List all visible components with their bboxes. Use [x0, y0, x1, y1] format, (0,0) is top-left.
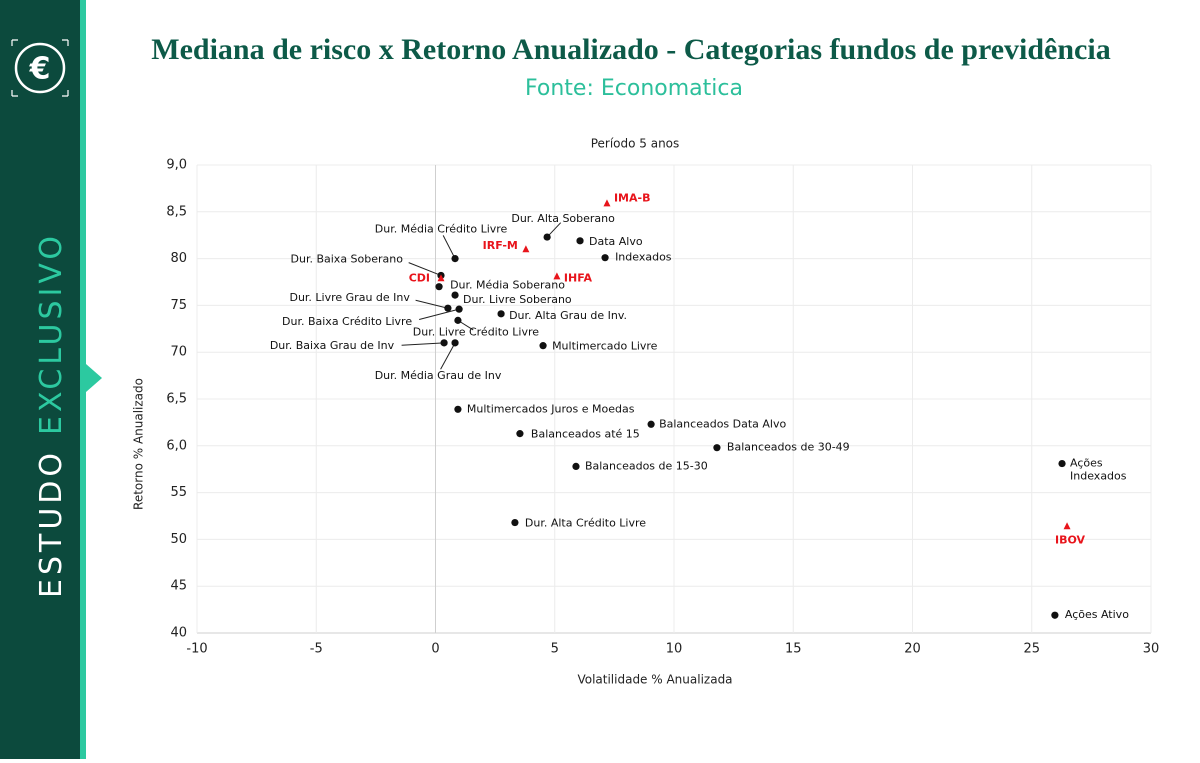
- point: [713, 444, 721, 452]
- point: [647, 420, 655, 428]
- y-tick-label: 40: [170, 626, 187, 641]
- point-label: Dur. Média Crédito Livre: [375, 223, 508, 236]
- point-label: Multimercado Livre: [552, 340, 658, 353]
- y-tick-label: 55: [170, 485, 187, 500]
- point-label: Dur. Baixa Crédito Livre: [282, 315, 412, 328]
- sidebar-stripe: [80, 0, 86, 759]
- point-label: IHFA: [564, 271, 593, 284]
- point: [1051, 611, 1059, 619]
- x-tick-label: 15: [785, 642, 802, 657]
- y-tick-label: 6,0: [166, 438, 187, 453]
- point-label: Dur. Livre Grau de Inv: [289, 291, 410, 304]
- y-tick-label: 9,0: [166, 158, 187, 173]
- point-label: Balanceados até 15: [531, 428, 640, 441]
- point: [451, 255, 459, 263]
- point-label: Indexados: [615, 251, 672, 264]
- point: [522, 245, 530, 253]
- point-label: IRF-M: [483, 239, 518, 252]
- point-label: Dur. Livre Crédito Livre: [413, 325, 539, 338]
- leader-line: [442, 235, 456, 259]
- point-label: Data Alvo: [589, 235, 643, 248]
- point-label: Dur. Alta Grau de Inv.: [509, 309, 627, 322]
- page-subtitle: Fonte: Economatica: [525, 76, 743, 101]
- x-tick-label: 25: [1023, 642, 1040, 657]
- point: [437, 274, 445, 282]
- y-tick-label: 45: [170, 579, 187, 594]
- point: [444, 304, 452, 312]
- point-label: Dur. Baixa Grau de Inv: [270, 339, 395, 352]
- sidebar-arrow: [86, 364, 102, 392]
- point: [543, 233, 551, 241]
- chart-title: Período 5 anos: [591, 137, 680, 151]
- point-label: Balanceados de 30-49: [727, 441, 850, 454]
- point-label: Dur. Média Grau de Inv: [375, 369, 502, 382]
- leader-line: [440, 342, 456, 370]
- point: [539, 342, 547, 350]
- point-label: Multimercados Juros e Moedas: [467, 402, 635, 415]
- point-label: Dur. Média Soberano: [450, 279, 565, 292]
- point-label: Ações Ativo: [1065, 608, 1129, 621]
- logo-symbol: €: [29, 52, 51, 87]
- x-tick-label: -5: [310, 642, 323, 657]
- point: [454, 405, 462, 413]
- point: [497, 310, 505, 318]
- point: [572, 462, 580, 470]
- leader-line: [401, 342, 445, 346]
- y-tick-label: 80: [170, 251, 187, 266]
- point-label: Dur. Alta Crédito Livre: [525, 517, 646, 530]
- point: [454, 316, 462, 324]
- point-label: Dur. Baixa Soberano: [291, 252, 404, 265]
- point-label: Ações Indexados: [1070, 457, 1127, 483]
- leader-line: [408, 262, 442, 276]
- x-tick-label: 5: [551, 642, 559, 657]
- logo-circle: [14, 42, 66, 94]
- x-tick-label: 0: [431, 642, 439, 657]
- x-tick-label: 10: [666, 642, 683, 657]
- point: [553, 272, 561, 280]
- point: [440, 339, 448, 347]
- sidebar-label: ESTUDO EXCLUSIVO: [34, 232, 69, 598]
- y-tick-label: 70: [170, 345, 187, 360]
- point: [455, 305, 463, 313]
- point-label: Dur. Livre Soberano: [463, 293, 572, 306]
- point-label: Dur. Alta Soberano: [511, 212, 615, 225]
- point: [516, 430, 524, 438]
- sidebar: [0, 0, 80, 759]
- leader-line: [419, 308, 460, 321]
- point: [451, 339, 459, 347]
- page-title: Mediana de risco x Retorno Anualizado - …: [151, 33, 1110, 66]
- point-label-line: Indexados: [1070, 470, 1127, 483]
- point: [451, 291, 459, 299]
- x-tick-label: 30: [1143, 642, 1160, 657]
- point: [576, 237, 584, 245]
- y-tick-label: 50: [170, 532, 187, 547]
- y-axis-label: Retorno % Anualizado: [132, 378, 146, 510]
- point: [1058, 459, 1066, 468]
- logo: €: [11, 39, 69, 97]
- point: [511, 518, 519, 527]
- y-tick-label: 75: [170, 298, 187, 313]
- x-axis-label: Volatilidade % Anualizada: [577, 673, 732, 687]
- point-label: CDI: [409, 271, 430, 284]
- x-tick-label: -10: [186, 642, 207, 657]
- sidebar-label-1: ESTUDO: [34, 449, 69, 598]
- sidebar-label-2: EXCLUSIVO: [34, 232, 69, 435]
- point-label: Balanceados Data Alvo: [659, 417, 786, 430]
- chart: Período 5 anos Volatilidade % Anualizada…: [132, 137, 1160, 687]
- point-label: IMA-B: [614, 191, 651, 204]
- point: [435, 283, 443, 291]
- point: [601, 254, 609, 262]
- y-tick-label: 8,5: [166, 204, 187, 219]
- point-label: IBOV: [1055, 533, 1086, 546]
- y-tick-label: 6,5: [166, 392, 187, 407]
- point: [603, 199, 611, 207]
- x-tick-label: 20: [904, 642, 921, 657]
- point-label: Balanceados de 15-30: [585, 459, 708, 472]
- point-label-line: Ações: [1070, 457, 1103, 470]
- leader-line: [415, 299, 449, 309]
- point: [1063, 522, 1071, 530]
